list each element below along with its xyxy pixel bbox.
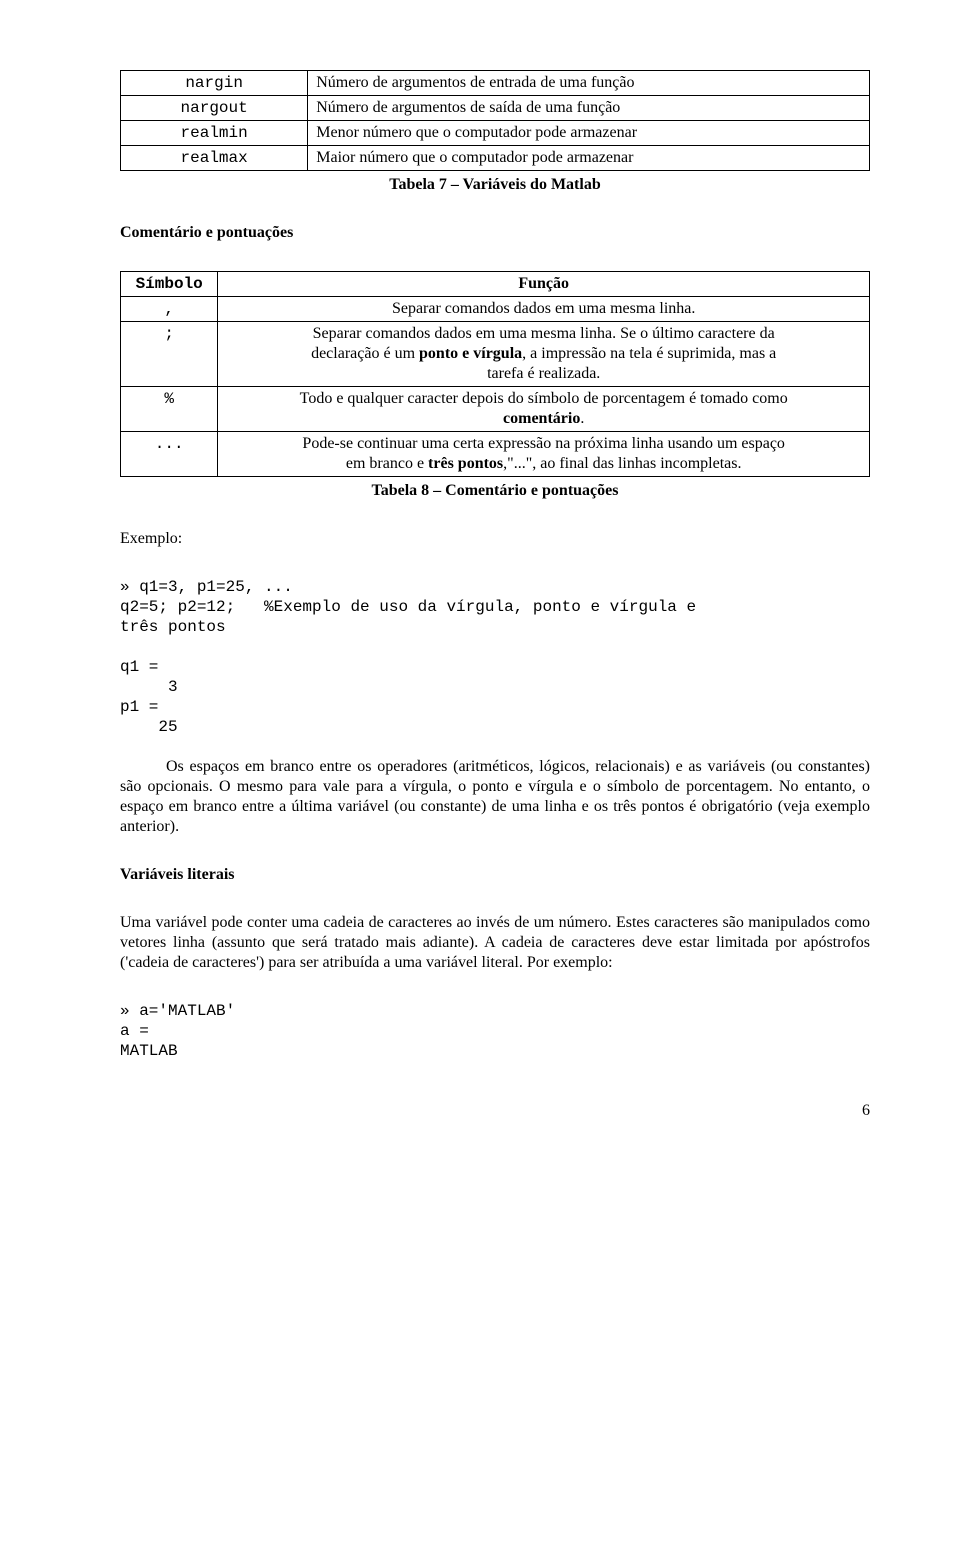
symbol-cell: % <box>121 387 218 432</box>
symbol-cell: , <box>121 297 218 322</box>
table-row: realmax Maior número que o computador po… <box>121 146 870 171</box>
table1-caption: Tabela 7 – Variáveis do Matlab <box>120 175 870 195</box>
section-heading-comments: Comentário e pontuações <box>120 223 870 243</box>
var-name: nargout <box>121 96 308 121</box>
symbol-desc: Pode-se continuar uma certa expressão na… <box>218 432 870 477</box>
table-row: ; Separar comandos dados em uma mesma li… <box>121 322 870 387</box>
table2-caption: Tabela 8 – Comentário e pontuações <box>120 481 870 501</box>
var-name: realmin <box>121 121 308 146</box>
symbol-desc-line1: Separar comandos dados em uma mesma linh… <box>311 325 776 382</box>
var-desc: Número de argumentos de entrada de uma f… <box>308 71 870 96</box>
paragraph-literals: Uma variável pode conter uma cadeia de c… <box>120 913 870 973</box>
var-desc: Número de argumentos de saída de uma fun… <box>308 96 870 121</box>
symbol-desc: Todo e qualquer caracter depois do símbo… <box>218 387 870 432</box>
table-header-row: Símbolo Função <box>121 272 870 297</box>
symbol-cell: ... <box>121 432 218 477</box>
symbol-desc: Separar comandos dados em uma mesma linh… <box>218 297 870 322</box>
table-row: realmin Menor número que o computador po… <box>121 121 870 146</box>
symbol-desc: Separar comandos dados em uma mesma linh… <box>218 322 870 387</box>
table-row: ... Pode-se continuar uma certa expressã… <box>121 432 870 477</box>
table-row: % Todo e qualquer caracter depois do sím… <box>121 387 870 432</box>
table-row: nargin Número de argumentos de entrada d… <box>121 71 870 96</box>
page-number: 6 <box>120 1101 870 1121</box>
example-label: Exemplo: <box>120 529 870 549</box>
paragraph-spaces: Os espaços em branco entre os operadores… <box>120 757 870 837</box>
symbols-table: Símbolo Função , Separar comandos dados … <box>120 271 870 477</box>
col-header-symbol: Símbolo <box>121 272 218 297</box>
table-row: , Separar comandos dados em uma mesma li… <box>121 297 870 322</box>
var-desc: Menor número que o computador pode armaz… <box>308 121 870 146</box>
table-row: nargout Número de argumentos de saída de… <box>121 96 870 121</box>
section-heading-literals: Variáveis literais <box>120 865 870 885</box>
variables-table: nargin Número de argumentos de entrada d… <box>120 70 870 171</box>
var-name: nargin <box>121 71 308 96</box>
col-header-function: Função <box>218 272 870 297</box>
code-block-1: » q1=3, p1=25, ... q2=5; p2=12; %Exemplo… <box>120 577 870 737</box>
var-desc: Maior número que o computador pode armaz… <box>308 146 870 171</box>
symbol-cell: ; <box>121 322 218 387</box>
code-block-2: » a='MATLAB' a = MATLAB <box>120 1001 870 1061</box>
var-name: realmax <box>121 146 308 171</box>
